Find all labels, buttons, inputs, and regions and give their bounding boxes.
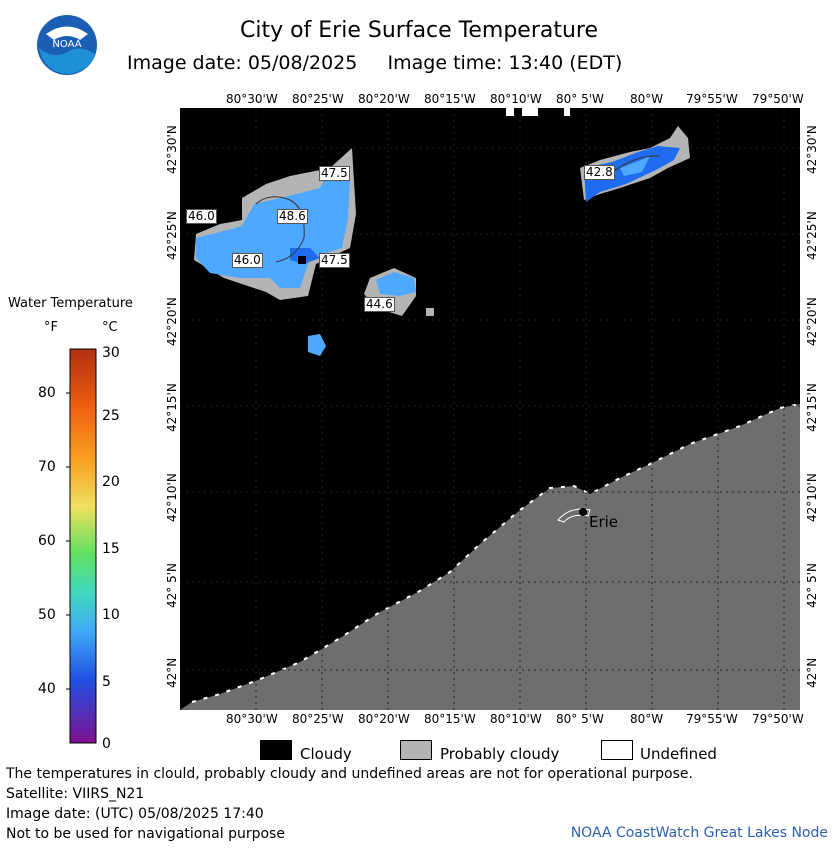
key-swatch-cloudy: [260, 740, 292, 760]
temp-label: 47.5: [319, 253, 350, 268]
erie-marker: [579, 508, 587, 516]
temperature-map: [180, 108, 800, 710]
key-swatch-probably-cloudy: [400, 740, 432, 760]
credit-text: NOAA CoastWatch Great Lakes Node: [570, 825, 828, 841]
c-tick: 10: [102, 607, 120, 623]
temp-label: 48.6: [277, 209, 308, 224]
c-tick: 25: [102, 408, 120, 424]
lon-label-bottom: 80°W: [630, 712, 664, 726]
color-bar: [66, 348, 97, 744]
lat-label-left: 42° 5'N: [165, 563, 179, 608]
navigation-warning: Not to be used for navigational purpose: [6, 826, 285, 842]
c-tick: 30: [102, 345, 120, 361]
lon-label-top: 80°20'W: [358, 92, 410, 106]
lat-label-left: 42°10'N: [165, 473, 179, 522]
lon-label-bottom: 80°10'W: [490, 712, 542, 726]
f-tick: 50: [38, 607, 56, 623]
lat-label-right: 42°N: [805, 657, 819, 688]
lat-label-right: 42° 5'N: [805, 563, 819, 608]
lon-label-bottom: 79°50'W: [752, 712, 804, 726]
temp-label: 47.5: [319, 166, 350, 181]
temp-label: 46.0: [186, 209, 217, 224]
c-tick: 5: [102, 674, 111, 690]
temp-label: 46.0: [232, 253, 263, 268]
image-datetime: Image date: 05/08/2025 Image time: 13:40…: [127, 52, 623, 74]
lat-label-right: 42°25'N: [805, 211, 819, 260]
lon-label-bottom: 80° 5'W: [556, 712, 604, 726]
f-tick: 60: [38, 533, 56, 549]
temp-label: 42.8: [584, 165, 615, 180]
lat-label-right: 42°15'N: [805, 383, 819, 432]
satellite-info: Satellite: VIIRS_N21: [6, 786, 145, 802]
lon-label-top: 80°W: [630, 92, 664, 106]
unit-fahrenheit: °F: [44, 320, 58, 335]
key-label-undefined: Undefined: [640, 745, 717, 763]
legend-title: Water Temperature: [8, 296, 133, 311]
c-tick: 0: [102, 736, 111, 752]
lat-label-left: 42°20'N: [165, 297, 179, 346]
lon-label-top: 80°15'W: [424, 92, 476, 106]
lat-label-right: 42°10'N: [805, 473, 819, 522]
unit-celsius: °C: [102, 320, 118, 335]
f-tick: 80: [38, 385, 56, 401]
city-label-erie: Erie: [589, 513, 619, 531]
f-tick: 40: [38, 681, 56, 697]
image-date-utc: Image date: (UTC) 05/08/2025 17:40: [6, 806, 264, 822]
lat-label-right: 42°30'N: [805, 125, 819, 174]
lon-label-bottom: 80°15'W: [424, 712, 476, 726]
water-patch-east: [580, 126, 690, 202]
lat-label-left: 42°N: [165, 657, 179, 688]
noaa-logo-icon: NOAA: [37, 15, 97, 75]
land-area: [180, 404, 800, 710]
lon-label-top: 79°50'W: [752, 92, 804, 106]
lon-label-top: 80° 5'W: [556, 92, 604, 106]
c-tick: 20: [102, 474, 120, 490]
temp-label: 44.6: [364, 297, 395, 312]
lon-label-top: 79°55'W: [686, 92, 738, 106]
f-tick: 70: [38, 459, 56, 475]
key-label-probably-cloudy: Probably cloudy: [440, 745, 560, 763]
lon-label-bottom: 80°20'W: [358, 712, 410, 726]
disclaimer-text: The temperatures in clould, probably clo…: [6, 766, 693, 782]
lon-label-bottom: 79°55'W: [686, 712, 738, 726]
lat-label-right: 42°20'N: [805, 297, 819, 346]
c-tick: 15: [102, 541, 120, 557]
key-label-cloudy: Cloudy: [300, 745, 352, 763]
key-swatch-undefined: [601, 740, 633, 760]
lat-label-left: 42°25'N: [165, 211, 179, 260]
lon-label-top: 80°25'W: [292, 92, 344, 106]
lon-label-top: 80°10'W: [490, 92, 542, 106]
lat-label-left: 42°15'N: [165, 383, 179, 432]
lon-label-bottom: 80°25'W: [292, 712, 344, 726]
lon-label-top: 80°30'W: [226, 92, 278, 106]
water-patch-small: [308, 334, 326, 356]
lat-label-left: 42°30'N: [165, 125, 179, 174]
lon-label-bottom: 80°30'W: [226, 712, 278, 726]
noaa-logo-text: NOAA: [52, 39, 81, 50]
page-title: City of Erie Surface Temperature: [239, 18, 599, 43]
